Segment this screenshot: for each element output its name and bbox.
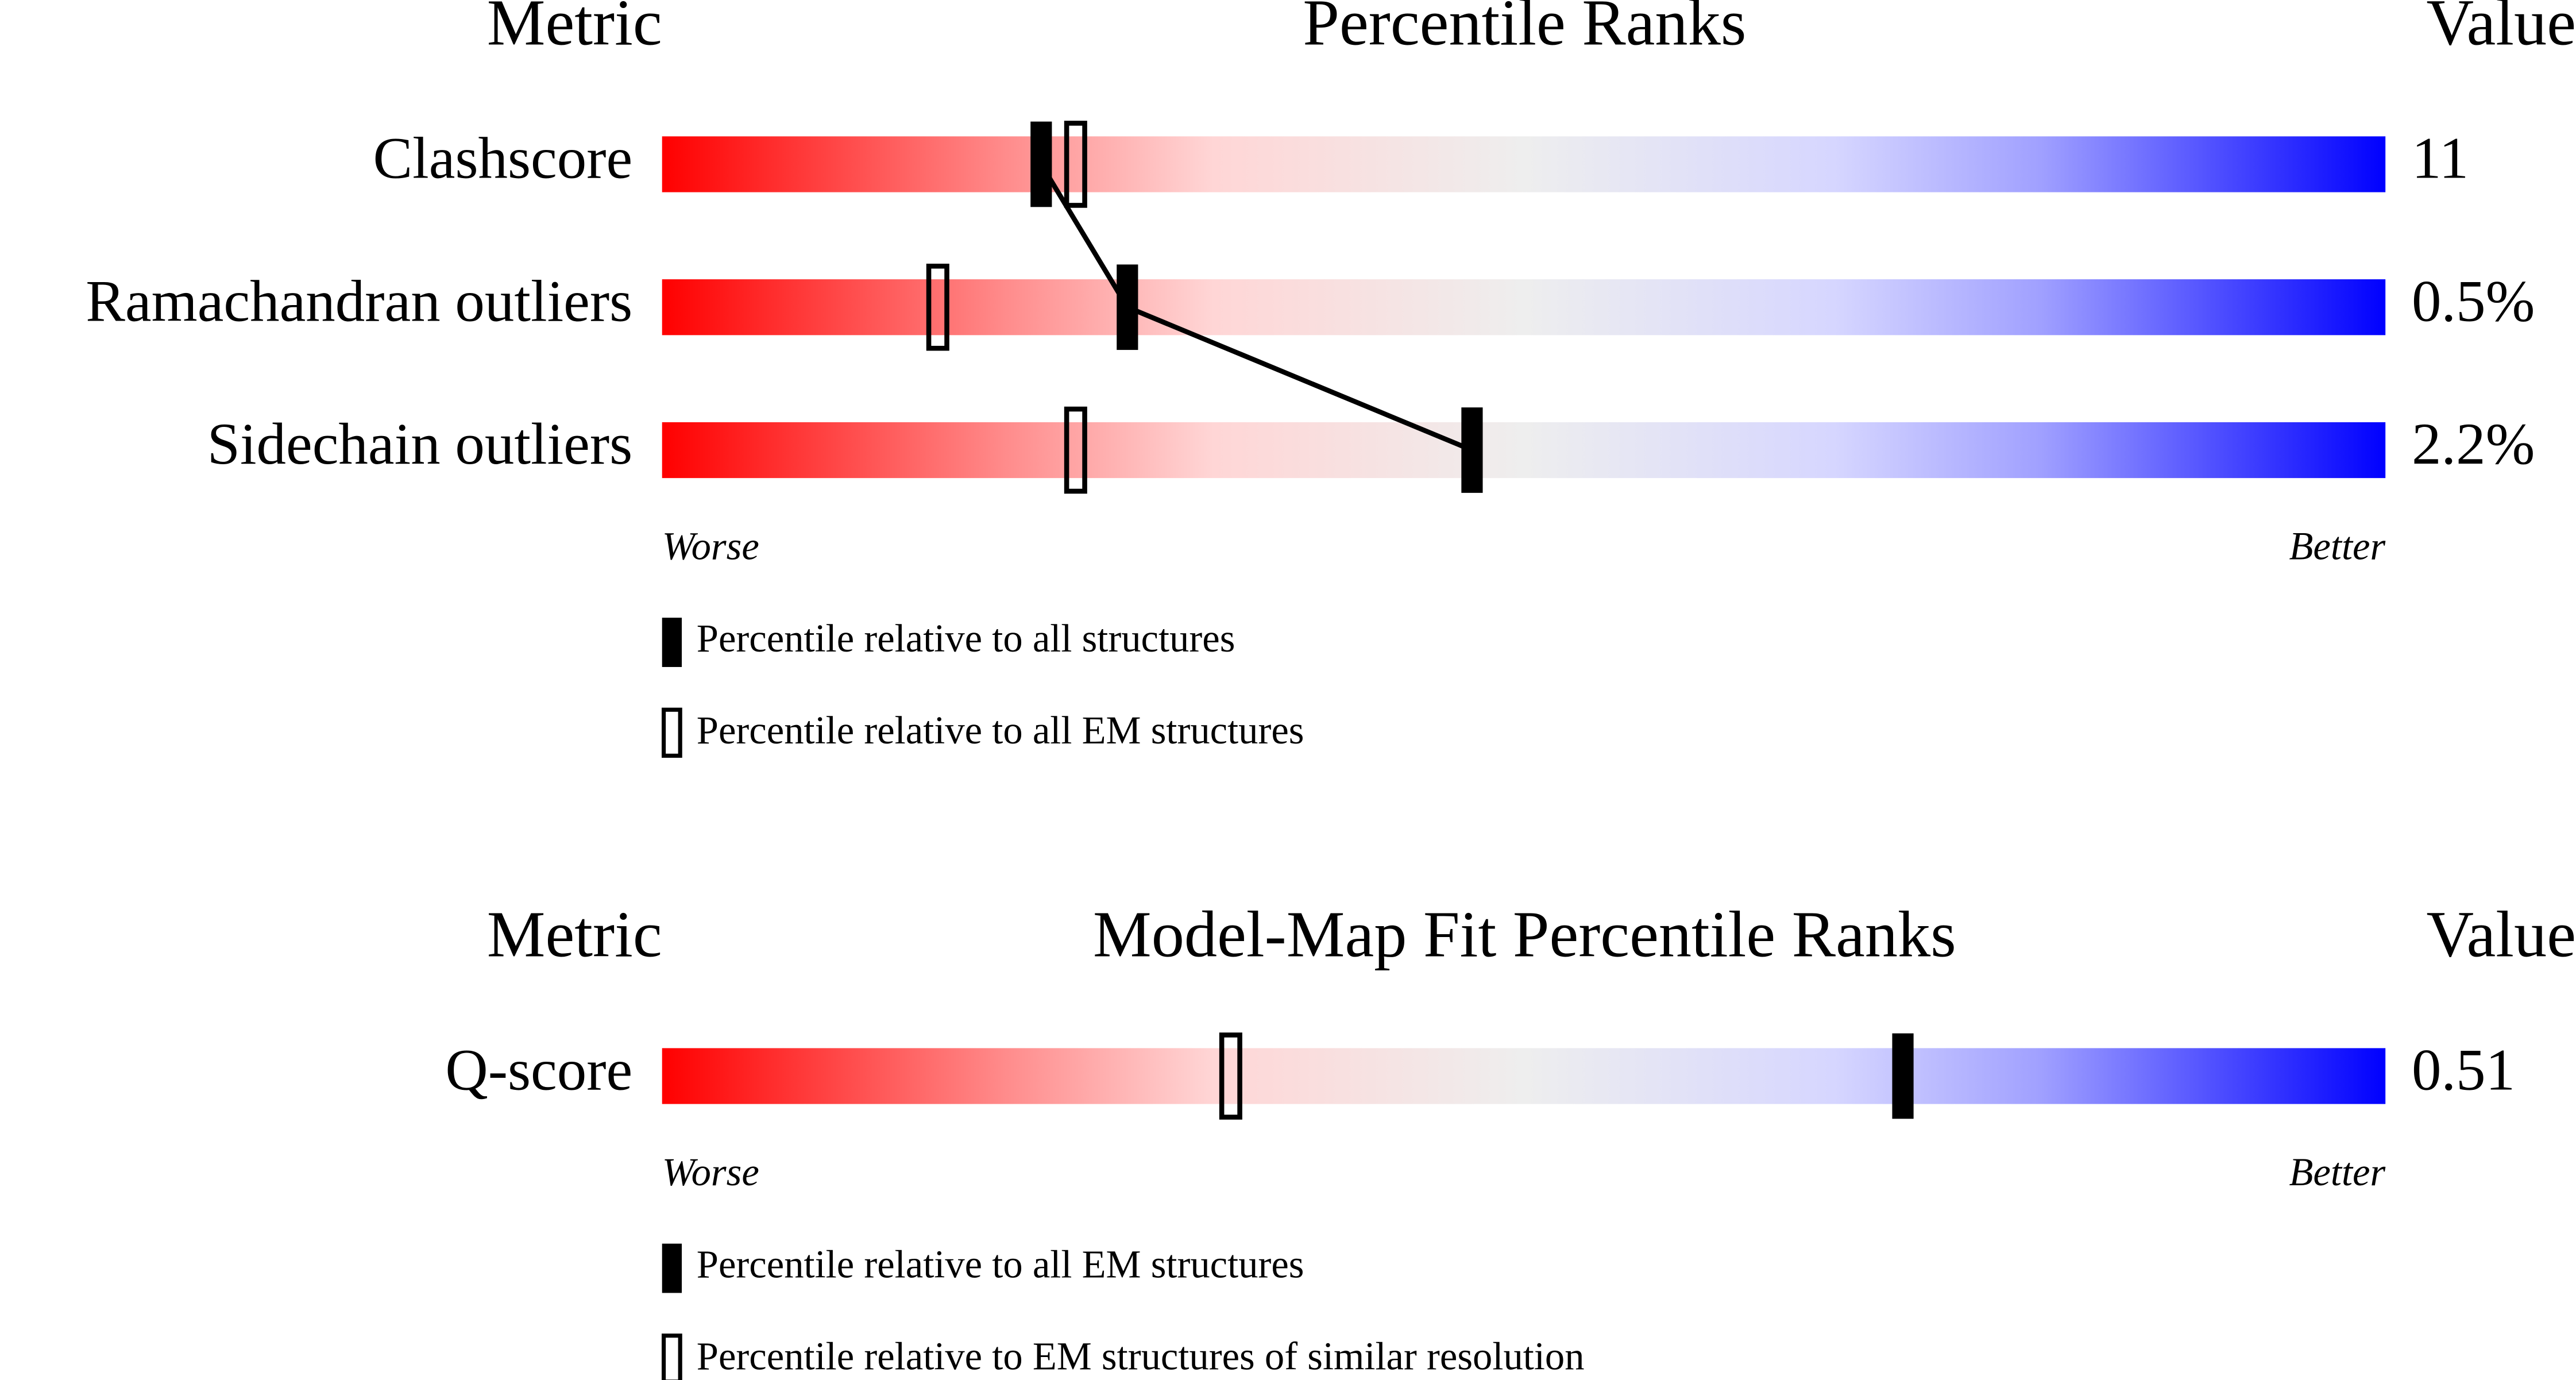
metric-label: Clashscore	[373, 126, 632, 191]
legend-label: Percentile relative to all structures	[697, 616, 1235, 660]
legend-marker	[662, 618, 682, 667]
percentile-marker-filled	[1030, 121, 1052, 207]
value-header: Value	[2427, 0, 2576, 59]
legend-label: Percentile relative to all EM structures	[697, 1242, 1304, 1286]
metric-label: Q-score	[445, 1038, 632, 1103]
percentile-marker-filled	[1117, 264, 1138, 350]
metric-value: 2.2%	[2412, 411, 2535, 477]
legend-label: Percentile relative to EM structures of …	[697, 1334, 1585, 1378]
axis-high-label: Better	[2289, 525, 2385, 568]
legend-label: Percentile relative to all EM structures	[697, 708, 1304, 752]
metric-value: 0.51	[2412, 1038, 2515, 1103]
value-header: Value	[2427, 898, 2576, 971]
percentile-marker-filled	[1892, 1033, 1914, 1119]
axis-high-label: Better	[2289, 1150, 2385, 1194]
legend-marker	[661, 707, 682, 758]
percentile-marker-filled	[1461, 407, 1483, 493]
legend-marker	[662, 1243, 682, 1293]
axis-low-label: Worse	[662, 525, 759, 568]
percentile-marker-open	[1219, 1032, 1242, 1120]
metric-value: 11	[2412, 126, 2469, 191]
chart-title: Model-Map Fit Percentile Ranks	[1093, 898, 1956, 971]
percentile-marker-open	[1064, 406, 1087, 494]
metric-header: Metric	[487, 0, 662, 59]
percentile-bar	[662, 279, 2386, 336]
metric-label: Sidechain outliers	[207, 411, 633, 477]
percentile-bar	[662, 136, 2386, 192]
percentile-bar	[662, 1048, 2386, 1104]
metric-label: Ramachandran outliers	[86, 268, 632, 334]
legend-marker	[661, 1333, 682, 1380]
chart-title: Percentile Ranks	[1303, 0, 1746, 59]
percentile-bar	[662, 422, 2386, 479]
percentile-marker-open	[926, 263, 949, 351]
metric-header: Metric	[487, 898, 662, 971]
axis-low-label: Worse	[662, 1150, 759, 1194]
metric-value: 0.5%	[2412, 268, 2535, 334]
percentile-marker-open	[1064, 121, 1087, 208]
